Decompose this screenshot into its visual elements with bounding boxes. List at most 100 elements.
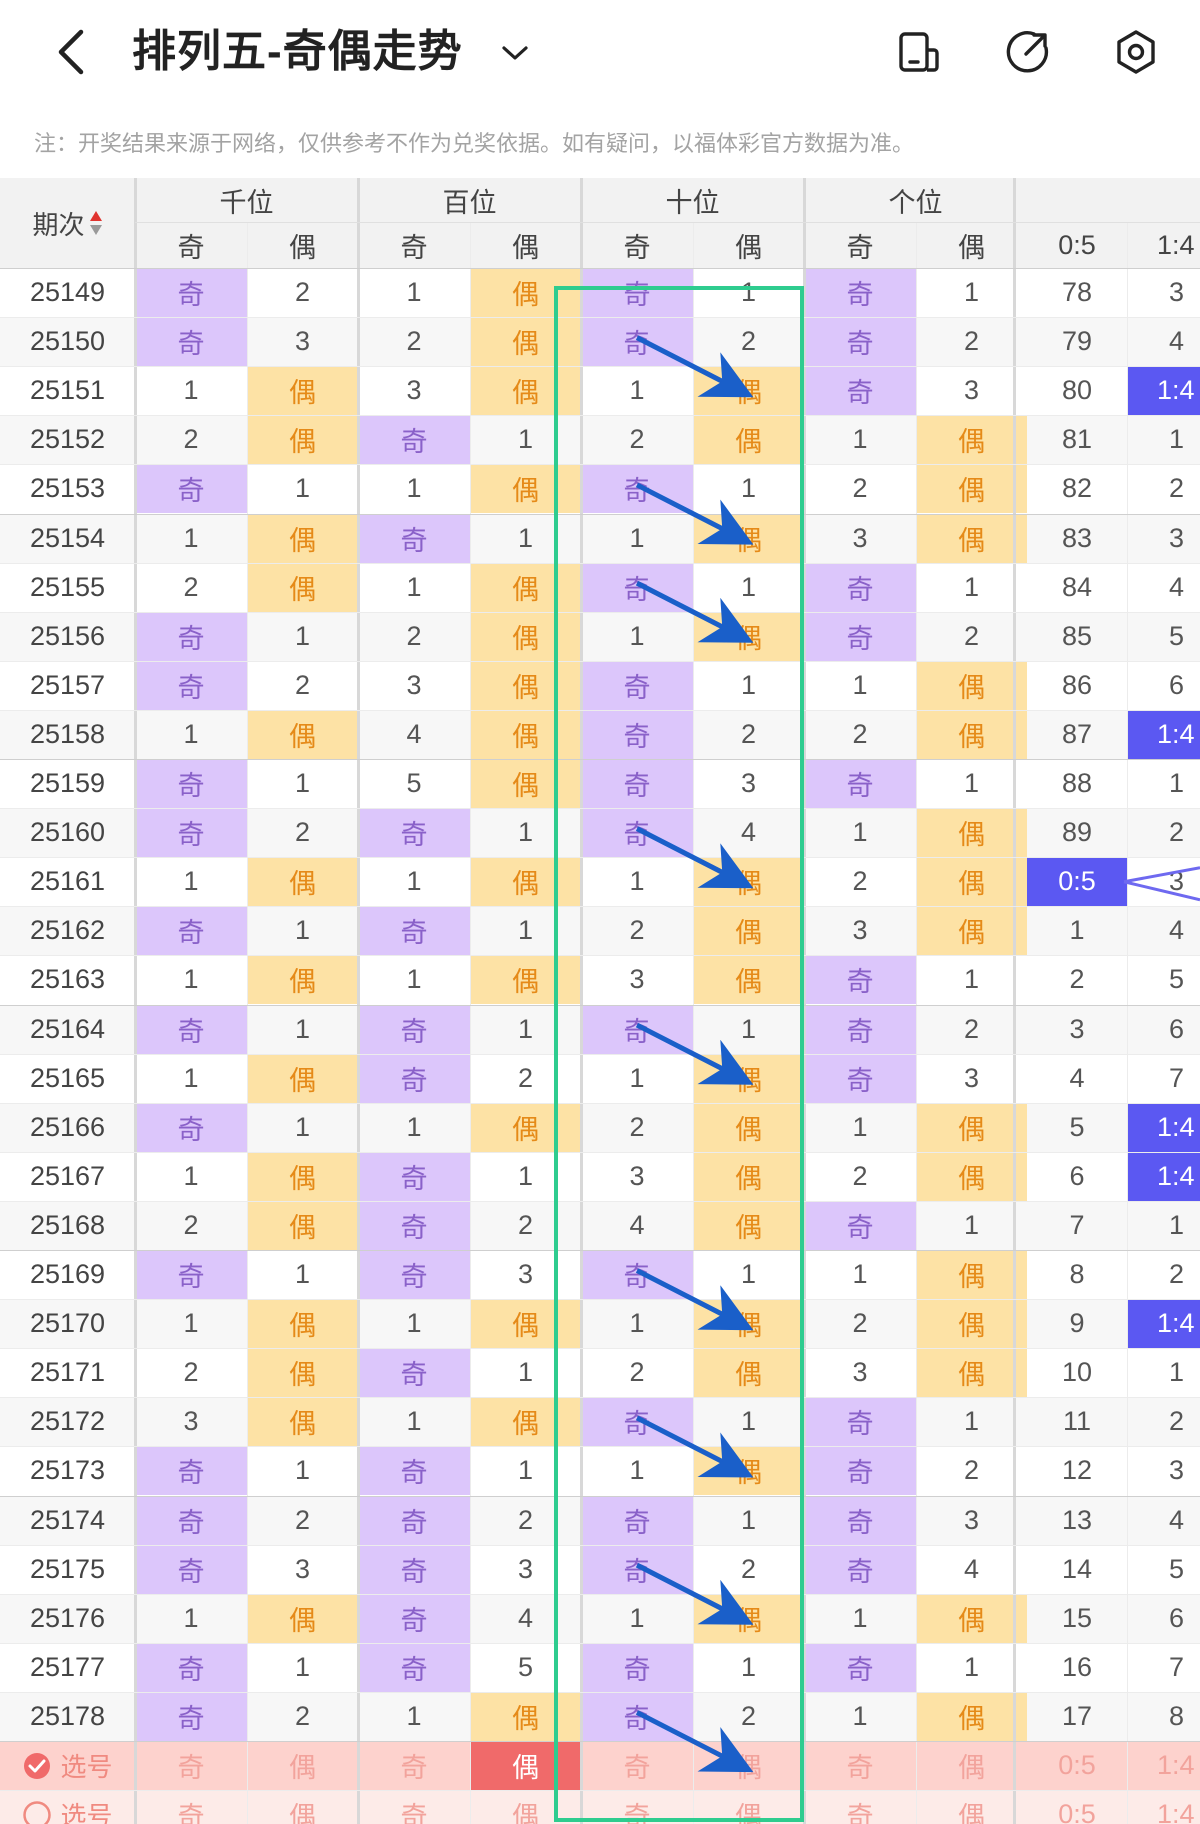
pick-option[interactable]: 奇	[177, 1802, 205, 1824]
ratio-miss-cell: 7	[1169, 1651, 1185, 1682]
share-icon	[1006, 31, 1049, 73]
row-divider	[0, 1151, 1200, 1153]
miss-count-cell: 1	[183, 964, 199, 995]
pick-row-toggle[interactable]: 选号	[0, 1790, 135, 1824]
odd-mark-cell: 奇	[135, 1250, 247, 1300]
period-cell: 25176	[29, 1602, 106, 1633]
pick-option[interactable]: 偶	[512, 1802, 539, 1824]
even-mark-cell: 偶	[247, 857, 358, 907]
pick-option[interactable]: 偶	[289, 1802, 316, 1824]
pick-option[interactable]: 1:4	[1157, 1750, 1195, 1781]
miss-count-cell: 1	[740, 571, 757, 602]
odd-even-trend-table[interactable]: 期次 千位奇偶百位奇偶十位奇偶个位奇偶 0:5 1:4 25149 奇 2 1 偶奇 1 奇 1 78 3…	[0, 178, 1200, 1824]
column-divider	[133, 178, 137, 1824]
layout-toggle-button[interactable]	[890, 24, 946, 80]
odd-mark-cell: 奇	[581, 808, 693, 858]
pick-option[interactable]: 偶	[735, 1753, 762, 1784]
row-divider	[0, 1102, 1200, 1104]
odd-mark-cell: 奇	[358, 415, 470, 465]
pick-option[interactable]: 偶	[958, 1753, 985, 1784]
period-header[interactable]: 期次	[0, 178, 135, 268]
share-button[interactable]	[1000, 24, 1056, 80]
miss-count-cell: 1	[183, 375, 199, 406]
pick-option[interactable]: 奇	[400, 1753, 428, 1784]
miss-count-cell: 4	[406, 718, 422, 749]
ratio-miss-cell: 5	[1169, 1553, 1185, 1584]
pick-option[interactable]: 0:5	[1058, 1799, 1096, 1824]
ratio-miss-cell: 4	[1169, 1504, 1185, 1535]
even-subheader: 偶	[247, 222, 358, 268]
even-mark-cell: 偶	[916, 1593, 1027, 1643]
pick-option[interactable]: 偶	[735, 1802, 762, 1824]
even-mark-cell: 偶	[916, 1151, 1027, 1201]
row-divider	[0, 1790, 1200, 1792]
odd-mark-cell: 奇	[135, 317, 247, 367]
odd-mark-cell: 奇	[581, 660, 693, 710]
odd-mark-cell: 奇	[804, 1446, 916, 1496]
ratio-miss-cell: 13	[1061, 1504, 1093, 1535]
miss-count-cell: 2	[963, 326, 980, 357]
pick-option-selected[interactable]: 偶	[470, 1741, 581, 1791]
pick-option[interactable]: 奇	[400, 1802, 428, 1824]
row-divider	[0, 464, 1200, 466]
miss-count-cell: 1	[963, 571, 980, 602]
title-dropdown-button[interactable]	[492, 30, 538, 76]
miss-count-cell: 1	[406, 277, 422, 308]
pick-option[interactable]: 奇	[846, 1802, 874, 1824]
period-cell: 25168	[29, 1209, 106, 1240]
miss-count-cell: 1	[294, 620, 311, 651]
period-cell: 25159	[29, 768, 106, 799]
miss-count-cell: 1	[406, 1308, 422, 1339]
miss-count-cell: 2	[740, 1700, 757, 1731]
miss-count-cell: 2	[852, 718, 868, 749]
odd-mark-cell: 奇	[135, 1495, 247, 1545]
odd-mark-cell: 奇	[804, 1495, 916, 1545]
miss-count-cell: 1	[294, 1651, 311, 1682]
even-mark-cell: 偶	[247, 1348, 358, 1398]
odd-mark-cell: 奇	[358, 1544, 470, 1594]
settings-button[interactable]	[1108, 24, 1164, 80]
sub-divider	[915, 222, 917, 1824]
sort-icon[interactable]	[89, 210, 103, 236]
miss-count-cell: 3	[183, 1406, 199, 1437]
even-mark-cell: 偶	[693, 1102, 804, 1152]
miss-count-cell: 1	[740, 277, 757, 308]
odd-mark-cell: 奇	[135, 268, 247, 318]
odd-mark-cell: 奇	[135, 808, 247, 858]
miss-count-cell: 1	[963, 964, 980, 995]
checked-circle-icon[interactable]	[22, 1751, 52, 1781]
miss-count-cell: 1	[294, 1455, 311, 1486]
pick-option[interactable]: 偶	[289, 1753, 316, 1784]
miss-count-cell: 1	[294, 1111, 311, 1142]
pick-option[interactable]: 奇	[623, 1802, 651, 1824]
pick-row-toggle[interactable]: 选号	[0, 1741, 135, 1790]
pick-option[interactable]: 奇	[623, 1753, 651, 1784]
odd-mark-cell: 奇	[804, 366, 916, 416]
miss-count-cell: 2	[963, 1013, 980, 1044]
back-button[interactable]	[44, 22, 96, 82]
period-cell: 25158	[29, 718, 106, 749]
pick-option[interactable]: 奇	[846, 1753, 874, 1784]
column-divider	[579, 178, 583, 1824]
unchecked-circle-icon[interactable]	[22, 1800, 52, 1824]
row-divider	[0, 1642, 1200, 1644]
period-cell: 25153	[29, 473, 106, 504]
period-cell: 25160	[29, 817, 106, 848]
pick-option[interactable]: 0:5	[1058, 1750, 1096, 1781]
miss-count-cell: 3	[963, 375, 980, 406]
miss-count-cell: 1	[294, 1013, 311, 1044]
pick-option[interactable]: 1:4	[1157, 1799, 1195, 1824]
even-mark-cell: 偶	[916, 906, 1027, 956]
odd-mark-cell: 奇	[581, 1544, 693, 1594]
even-mark-cell: 偶	[916, 1348, 1027, 1398]
odd-mark-cell: 奇	[804, 1642, 916, 1692]
period-cell: 25151	[29, 375, 106, 406]
pick-option[interactable]: 奇	[177, 1753, 205, 1784]
miss-count-cell: 2	[517, 1209, 534, 1240]
ratio-miss-cell: 6	[1169, 1602, 1185, 1633]
miss-count-cell: 1	[740, 669, 757, 700]
odd-mark-cell: 奇	[358, 1250, 470, 1300]
pick-option[interactable]: 偶	[958, 1802, 985, 1824]
miss-count-cell: 1	[183, 522, 199, 553]
odd-mark-cell: 奇	[358, 513, 470, 563]
